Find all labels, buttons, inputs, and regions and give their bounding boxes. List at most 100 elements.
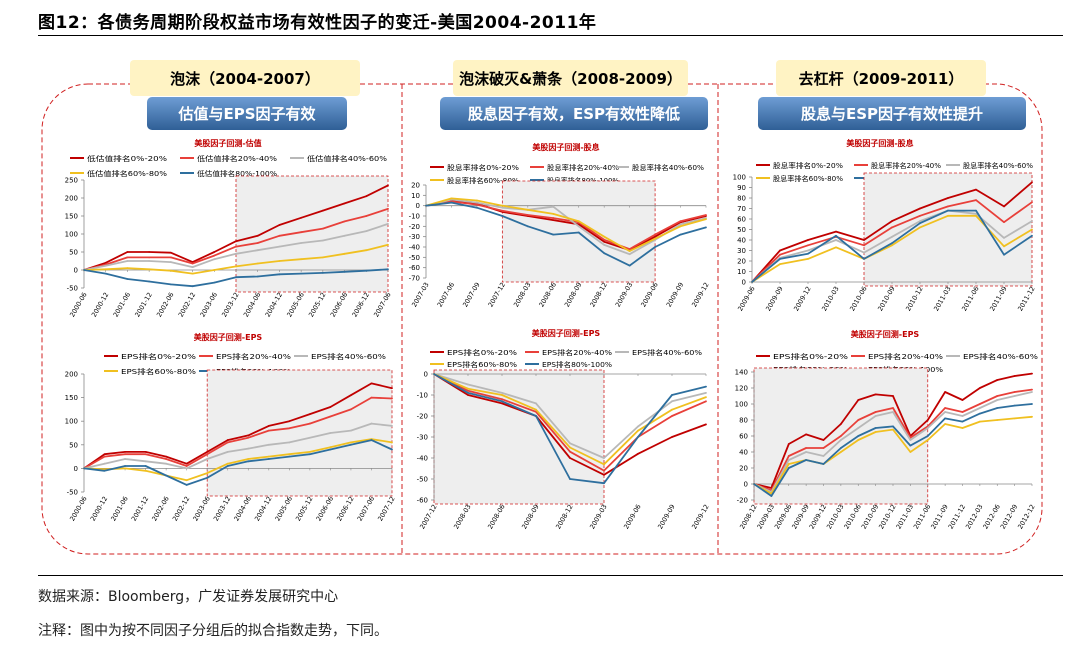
y-tick-label: -40 [417,455,428,463]
data-point [526,225,529,228]
data-point [387,243,389,246]
data-point [185,462,188,465]
data-point [191,262,194,265]
data-point [805,451,808,453]
data-point [1003,245,1005,248]
data-point [213,258,216,261]
data-point [321,271,324,274]
legend-label: EPS排名0%-20% [121,352,196,361]
x-tick-label: 2009-06 [622,503,643,531]
y-tick-label: -30 [417,434,428,442]
y-tick-label: 50 [69,441,78,449]
data-point [329,446,332,449]
data-point [863,239,865,241]
data-point [165,462,168,465]
data-point [926,439,929,441]
data-point [944,407,947,409]
data-point [308,453,311,456]
x-tick-label: 2011-06 [960,285,981,313]
data-point [126,251,129,253]
y-tick-label: 100 [735,401,748,409]
data-point [300,258,303,261]
title-divider [38,35,1063,36]
y-tick-label: -50 [417,476,428,484]
y-tick-label: 120 [735,385,748,393]
data-point [1031,220,1033,223]
data-point [343,234,346,237]
data-point [835,234,837,237]
data-point [628,264,631,267]
data-point [603,469,605,472]
phase-name: 泡沫破灭&萧条（2008-2009） [459,70,682,88]
data-point [267,425,270,427]
data-point [822,455,825,457]
data-point [501,398,503,401]
data-point [874,411,877,413]
data-point [787,459,790,461]
x-tick-label: 2000-12 [89,495,110,523]
series-line-1 [83,382,393,470]
y-tick-label: 60 [737,216,746,224]
figure-title: 图12：各债务周期阶段权益市场有效性因子的变迁-美国2004-2011年 [38,13,597,33]
x-tick-label: 2009-06 [639,281,660,309]
data-point [256,275,259,278]
data-point [124,465,126,467]
data-point [926,419,929,421]
x-tick-label: 2006-06 [329,291,350,319]
data-point [637,429,639,432]
series-line-3 [83,422,393,470]
x-tick-label: 2010-03 [820,285,841,313]
data-point [671,394,673,396]
data-point [975,214,977,217]
data-point [256,234,259,237]
data-point [569,478,571,480]
legend-label: EPS排名40%-60% [632,348,702,357]
x-tick-label: 2007-03 [410,281,431,309]
phase-label-box [147,97,347,130]
data-point [787,443,790,445]
data-point [288,455,291,458]
phase-name: 泡沫（2004-2007） [170,70,320,88]
x-tick-label: 2012-12 [1016,503,1037,531]
data-point [857,439,860,441]
data-point [278,260,281,262]
y-tick-label: -20 [417,413,428,421]
series-line-4 [425,197,707,253]
data-point [892,428,894,431]
data-point [535,402,537,405]
legend-label: 股息率排名20%-40% [871,161,941,170]
data-point [892,407,894,409]
x-tick-label: 2009-12 [792,285,813,313]
data-point [501,400,503,403]
legend-label: 股息率排名0%-20% [447,163,519,172]
x-tick-label: 2011-12 [1016,285,1037,313]
data-point [569,442,571,445]
data-point [247,434,250,437]
x-tick-label: 2009-03 [588,503,609,531]
data-point [343,220,346,223]
data-point [247,436,250,439]
data-point [370,422,373,425]
series-line-2 [83,396,393,470]
y-tick-label: -50 [67,489,78,497]
data-point [104,261,107,264]
data-point [267,443,270,446]
data-point [350,408,352,411]
explanatory-note: 注释：图中为按不同因子分组后的拟合指数走势，下同。 [38,623,388,639]
data-point [891,226,893,229]
data-point [206,472,209,475]
data-point [329,406,332,408]
data-point [450,197,453,200]
data-point [944,411,947,413]
data-point [891,220,893,223]
data-point [350,394,352,397]
data-point [467,392,469,394]
data-point [185,484,188,486]
data-point [169,283,172,286]
data-point [124,453,126,456]
data-point [476,203,478,206]
data-point [124,458,126,460]
y-tick-label: 0 [742,279,746,287]
data-point [278,224,281,226]
data-point [350,429,352,432]
